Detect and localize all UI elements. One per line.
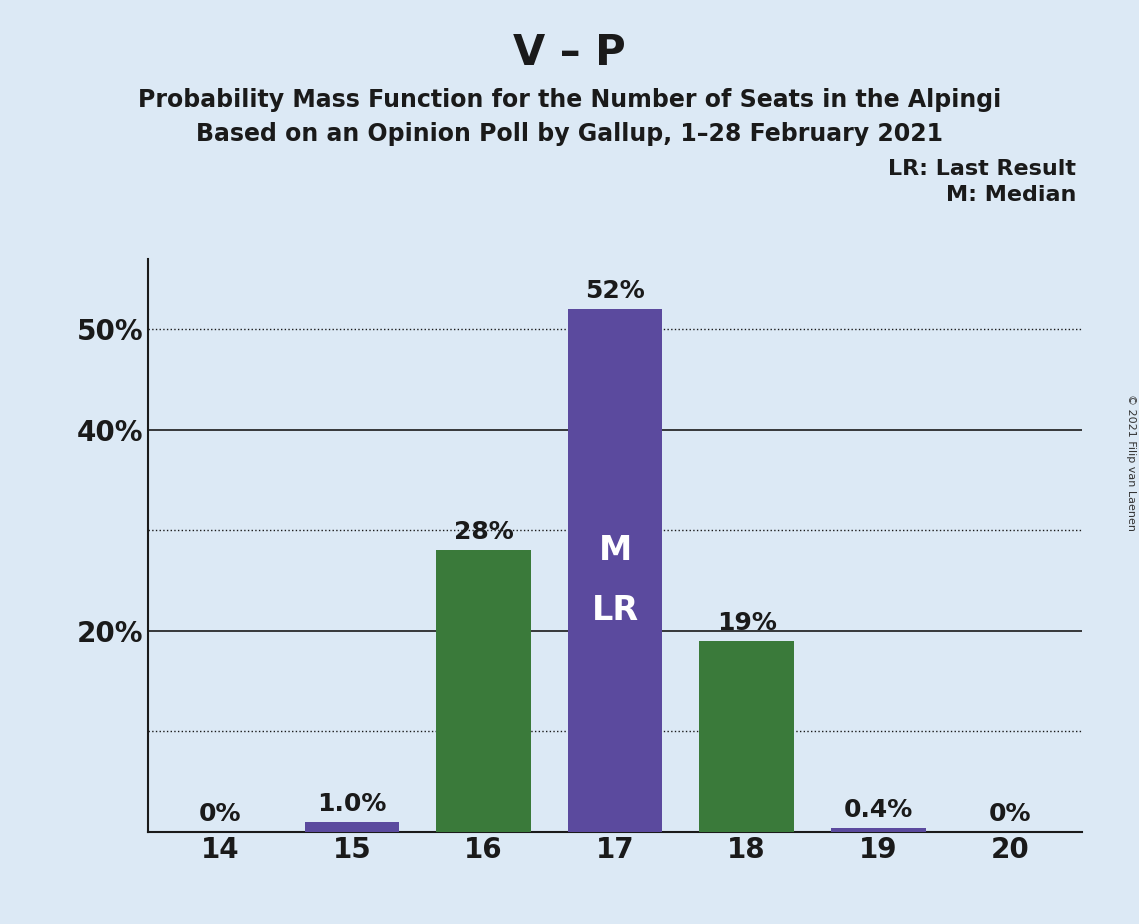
Text: 0.4%: 0.4% — [844, 797, 912, 821]
Text: Probability Mass Function for the Number of Seats in the Alpingi: Probability Mass Function for the Number… — [138, 88, 1001, 112]
Text: 0%: 0% — [989, 801, 1031, 825]
Text: 28%: 28% — [453, 520, 514, 544]
Text: V – P: V – P — [514, 32, 625, 74]
Text: M: Median: M: Median — [947, 185, 1076, 205]
Text: M: M — [598, 534, 632, 566]
Bar — [304, 821, 400, 832]
Text: LR: Last Result: LR: Last Result — [888, 159, 1076, 179]
Bar — [567, 309, 663, 832]
Text: Based on an Opinion Poll by Gallup, 1–28 February 2021: Based on an Opinion Poll by Gallup, 1–28… — [196, 122, 943, 146]
Bar — [830, 828, 926, 832]
Text: © 2021 Filip van Laenen: © 2021 Filip van Laenen — [1126, 394, 1136, 530]
Text: 52%: 52% — [585, 279, 645, 303]
Text: 19%: 19% — [716, 611, 777, 635]
Text: 0%: 0% — [199, 801, 241, 825]
Bar — [436, 550, 531, 832]
Text: LR: LR — [591, 594, 639, 627]
Text: 1.0%: 1.0% — [318, 792, 386, 816]
Bar — [699, 640, 794, 832]
